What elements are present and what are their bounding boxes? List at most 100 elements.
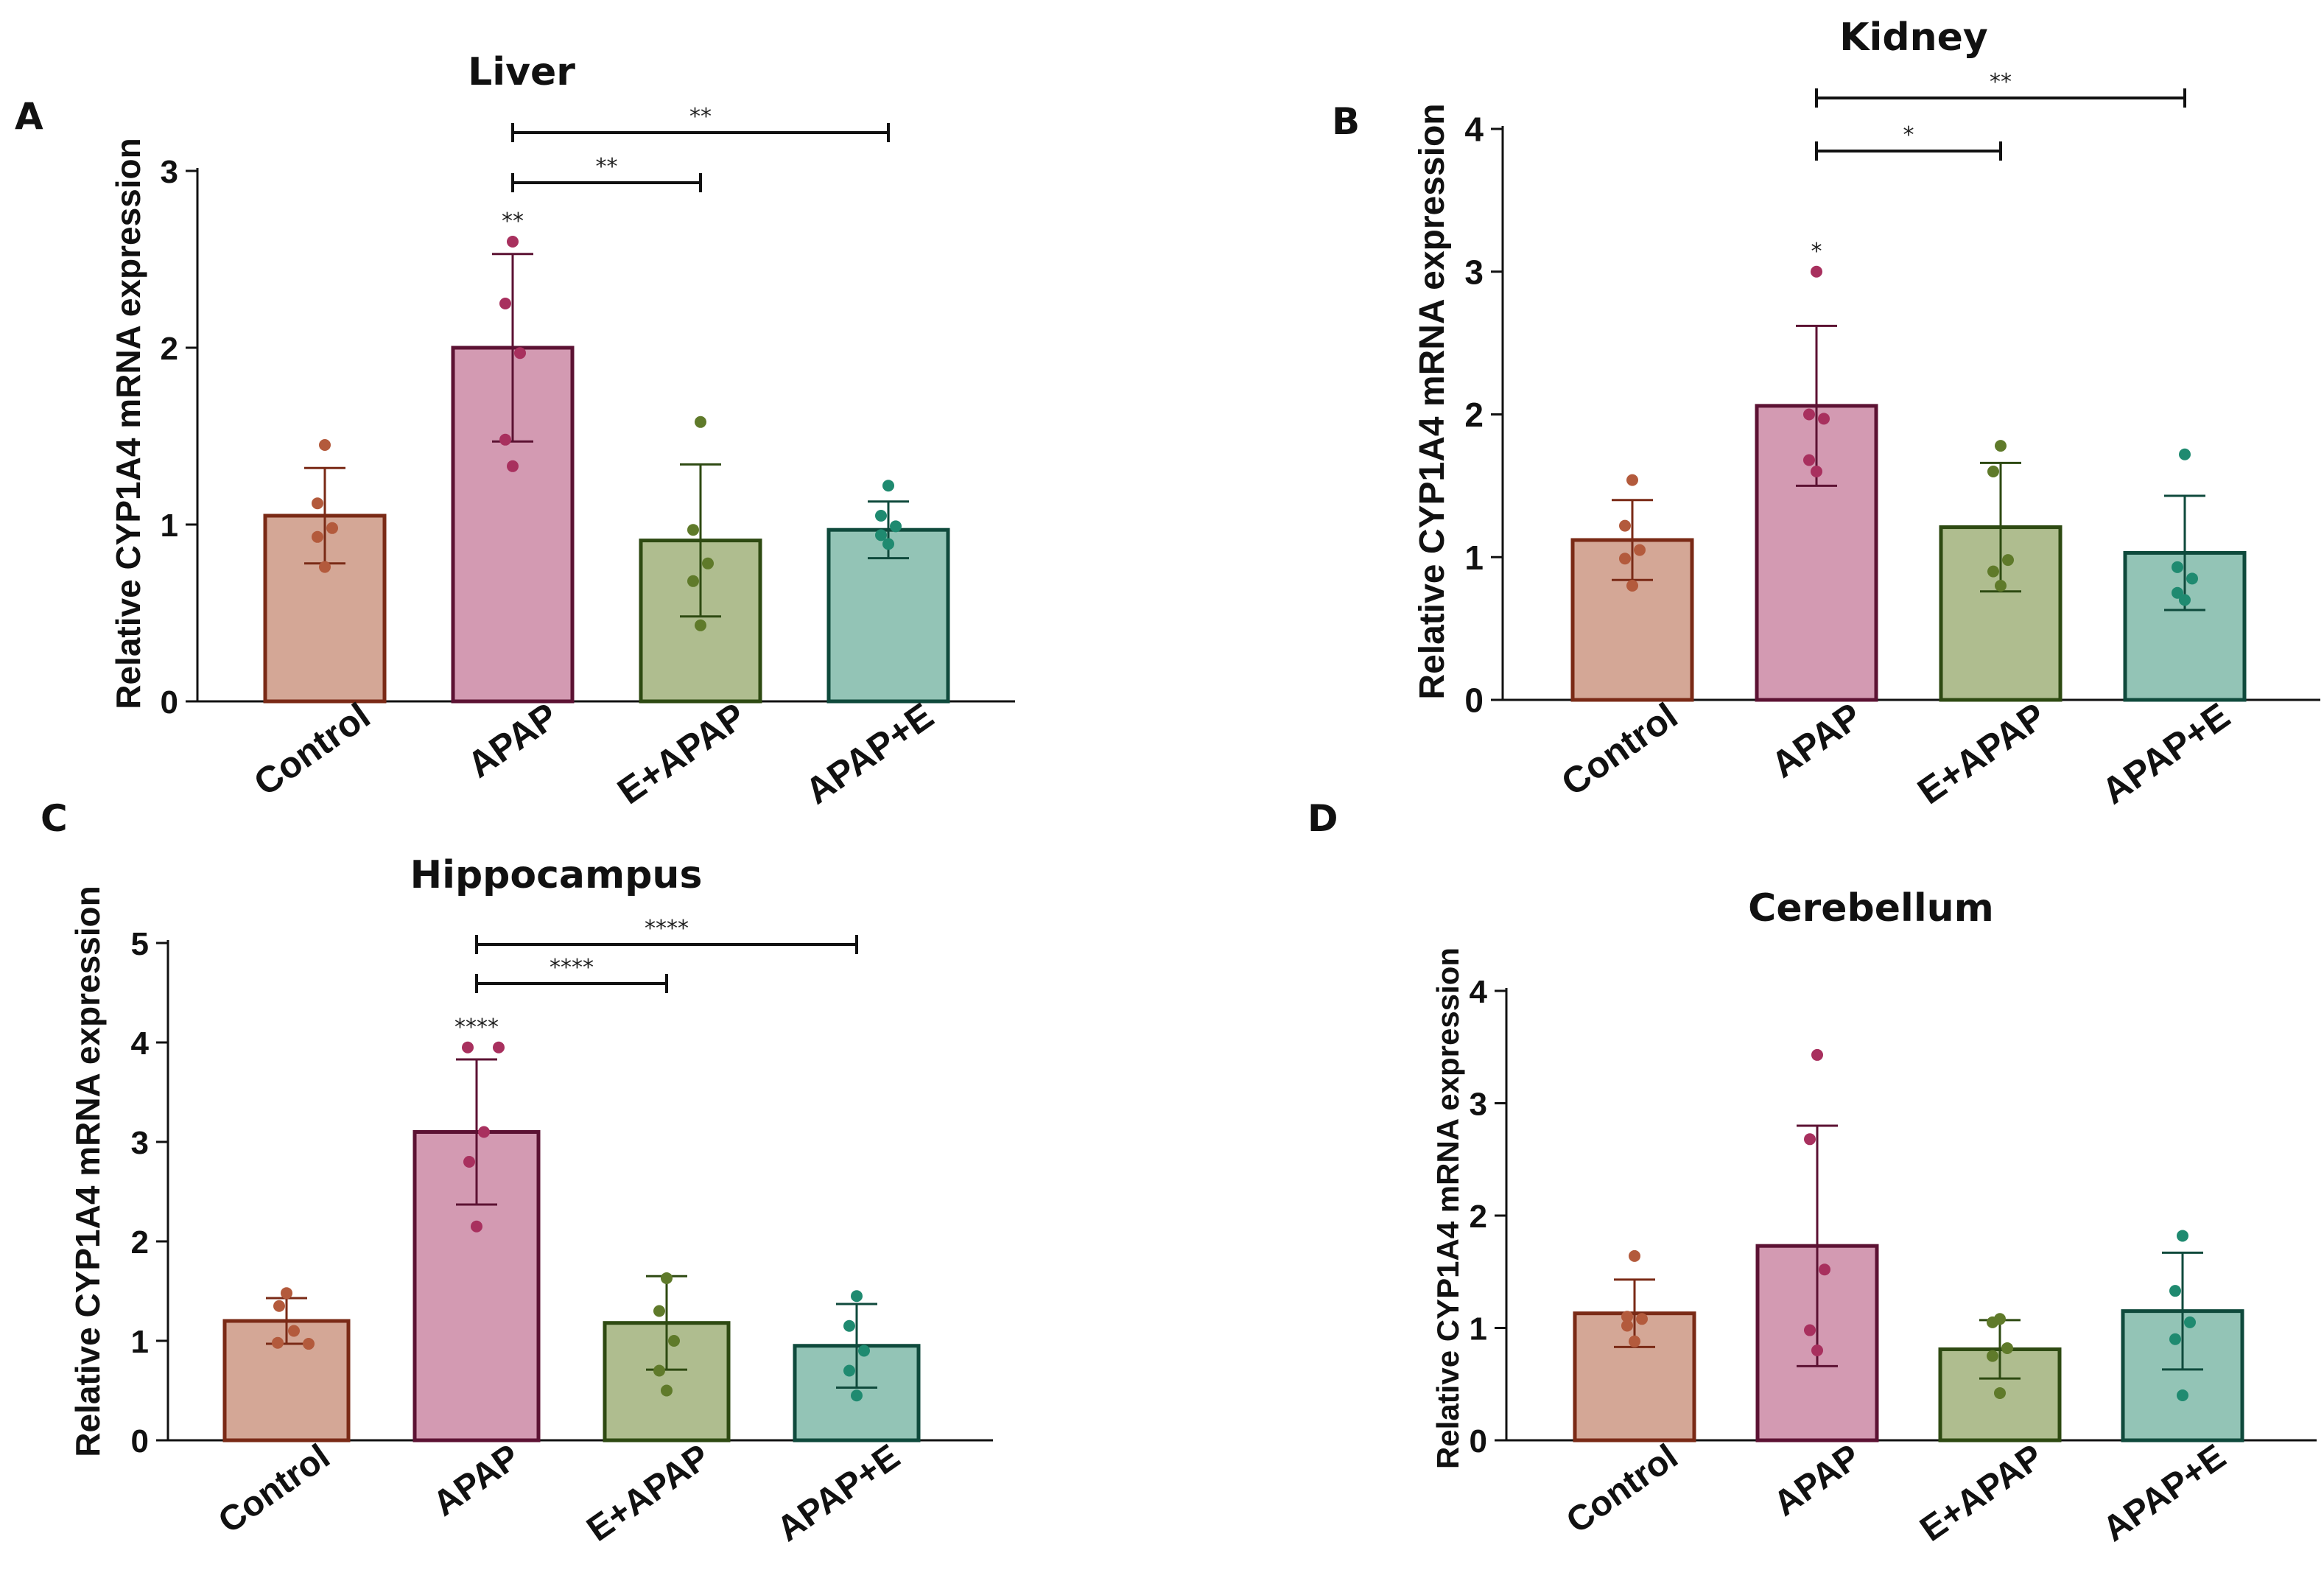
data-point bbox=[514, 347, 526, 360]
y-tick-label: 0 bbox=[161, 684, 178, 721]
x-tick-label: E+APAP bbox=[1910, 695, 2053, 812]
bracket-label: * bbox=[1903, 122, 1914, 148]
y-tick-label: 4 bbox=[1470, 974, 1488, 1010]
data-point bbox=[1619, 519, 1631, 532]
y-axis-label: Relative CYP1A4 mRNA expression bbox=[69, 886, 107, 1457]
data-point bbox=[319, 439, 331, 451]
y-tick-label: 1 bbox=[131, 1324, 149, 1360]
data-point bbox=[303, 1338, 315, 1350]
data-point bbox=[312, 530, 323, 543]
data-point bbox=[695, 416, 706, 428]
x-tick-label: Control bbox=[247, 695, 378, 804]
data-point bbox=[462, 1041, 474, 1054]
data-point bbox=[843, 1364, 855, 1377]
data-point bbox=[1626, 474, 1638, 486]
data-point bbox=[2184, 1316, 2196, 1328]
data-point bbox=[2169, 1285, 2181, 1297]
y-tick-label: 3 bbox=[131, 1125, 149, 1161]
data-point bbox=[890, 520, 902, 533]
y-axis-label: Relative CYP1A4 mRNA expression bbox=[109, 138, 147, 709]
bracket-label: ** bbox=[1990, 69, 2012, 95]
data-point bbox=[312, 497, 323, 510]
data-point bbox=[2179, 448, 2191, 460]
y-tick-label: 2 bbox=[1470, 1199, 1487, 1235]
data-point bbox=[661, 1384, 673, 1397]
y-tick-label: 3 bbox=[1470, 1086, 1487, 1122]
x-tick-label: Control bbox=[211, 1437, 337, 1541]
data-point bbox=[2179, 594, 2191, 606]
data-point bbox=[1804, 1324, 1816, 1336]
data-point bbox=[2172, 561, 2183, 573]
data-point bbox=[272, 1336, 284, 1349]
data-point bbox=[2172, 586, 2183, 599]
data-point bbox=[851, 1389, 863, 1402]
chart-panel-d: D Cerebellum Relative CYP1A4 mRNA expressi… bbox=[1307, 797, 2317, 1549]
data-point bbox=[1811, 466, 1822, 477]
data-point bbox=[1804, 1133, 1816, 1146]
chart-panel-c: C Hippocampus Relative CYP1A4 mRNA express… bbox=[41, 797, 993, 1549]
data-point bbox=[326, 522, 338, 534]
data-point bbox=[2177, 1389, 2188, 1401]
data-point bbox=[288, 1325, 300, 1337]
panel-letter: D bbox=[1307, 797, 1338, 840]
chart-title: Cerebellum bbox=[1748, 886, 1994, 930]
data-point bbox=[702, 557, 714, 569]
significance-mark: **** bbox=[454, 1014, 499, 1040]
significance-mark: ** bbox=[502, 208, 524, 234]
data-point bbox=[687, 575, 699, 587]
chart-title: Hippocampus bbox=[410, 853, 703, 897]
data-point bbox=[2001, 1342, 2013, 1354]
x-tick-label: E+APAP bbox=[580, 1437, 717, 1549]
data-point bbox=[695, 619, 706, 631]
significance-mark: * bbox=[1811, 239, 1822, 264]
y-tick-label: 1 bbox=[161, 508, 178, 544]
x-tick-label: Control bbox=[1559, 1437, 1685, 1541]
x-tick-label: APAP bbox=[1767, 1437, 1868, 1524]
y-tick-label: 0 bbox=[1470, 1423, 1487, 1459]
data-point bbox=[1621, 1319, 1633, 1332]
x-tick-label: E+APAP bbox=[610, 695, 753, 812]
data-point bbox=[1811, 265, 1822, 278]
data-point bbox=[687, 524, 699, 536]
x-tick-label: APAP+E bbox=[2094, 695, 2237, 812]
data-point bbox=[1987, 1316, 1998, 1328]
panel-letter: A bbox=[15, 95, 43, 138]
data-point bbox=[1621, 1311, 1633, 1323]
data-point bbox=[1995, 580, 2007, 592]
data-point bbox=[653, 1305, 665, 1317]
data-point bbox=[2186, 572, 2198, 585]
x-tick-label: APAP+E bbox=[2096, 1437, 2233, 1549]
data-point bbox=[858, 1345, 870, 1357]
data-point bbox=[1987, 466, 1999, 477]
x-tick-label: APAP bbox=[1763, 695, 1869, 785]
data-point bbox=[1819, 1263, 1830, 1276]
data-point bbox=[319, 561, 331, 573]
data-point bbox=[851, 1290, 863, 1303]
data-point bbox=[875, 510, 887, 522]
data-point bbox=[493, 1041, 505, 1054]
bracket-label: **** bbox=[645, 916, 689, 942]
data-point bbox=[1803, 408, 1815, 421]
data-point bbox=[499, 298, 511, 309]
y-tick-label: 1 bbox=[1470, 1311, 1487, 1347]
data-point bbox=[1803, 454, 1815, 466]
data-point bbox=[2177, 1230, 2188, 1242]
x-tick-label: E+APAP bbox=[1913, 1437, 2050, 1549]
y-tick-label: 3 bbox=[161, 154, 178, 190]
data-point bbox=[1811, 1345, 1823, 1356]
data-point bbox=[2002, 554, 2014, 567]
y-tick-label: 4 bbox=[1464, 111, 1484, 149]
chart-title: Kidney bbox=[1839, 15, 1988, 60]
y-tick-label: 0 bbox=[1464, 681, 1484, 720]
data-point bbox=[507, 460, 519, 472]
y-tick-label: 1 bbox=[1464, 539, 1484, 577]
y-axis-label: Relative CYP1A4 mRNA expression bbox=[1430, 947, 1465, 1469]
data-point bbox=[1994, 1387, 2006, 1399]
data-point bbox=[471, 1220, 482, 1233]
data-point bbox=[1818, 413, 1830, 425]
data-point bbox=[1987, 565, 1999, 578]
x-tick-label: APAP bbox=[460, 695, 565, 785]
data-point bbox=[882, 480, 894, 492]
data-point bbox=[1626, 580, 1638, 592]
y-tick-label: 3 bbox=[1464, 253, 1484, 291]
